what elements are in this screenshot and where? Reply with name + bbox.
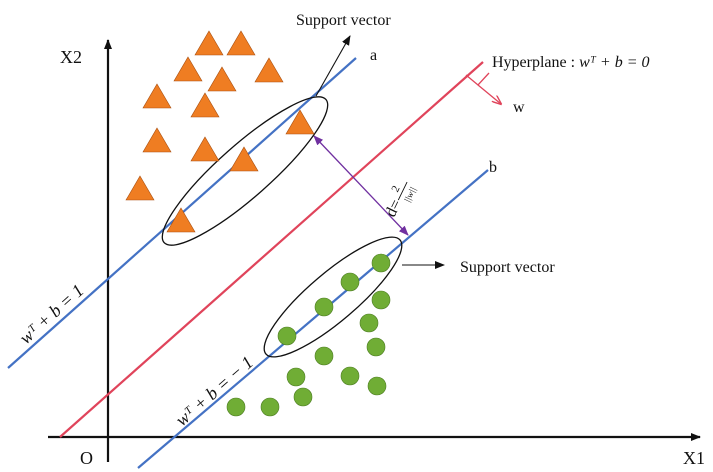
- triangle-point: [194, 30, 224, 56]
- callout-text-top: Support vector: [296, 12, 391, 29]
- triangle-points: [125, 30, 315, 233]
- triangle-point: [166, 207, 196, 233]
- normal-vector-label: w: [513, 99, 525, 116]
- circle-point: [366, 337, 386, 357]
- circle-point: [277, 326, 297, 346]
- circle-point: [367, 376, 387, 396]
- triangle-point: [226, 30, 256, 56]
- hyperplane-equation: wᵀ + b = 0: [579, 54, 649, 71]
- triangle-point: [229, 146, 259, 172]
- circle-point: [314, 297, 334, 317]
- lower-margin-equation: wᵀ + b = − 1: [172, 352, 258, 430]
- line-a-label: a: [370, 47, 377, 64]
- margin-distance-arrow: [313, 135, 409, 236]
- triangle-point: [254, 57, 284, 83]
- support-vector-ellipse-bottom: [263, 236, 403, 358]
- circle-points: [226, 253, 391, 417]
- margin-numerator: 2: [389, 184, 402, 194]
- margin-line-lower: [137, 169, 489, 469]
- hyperplane-line: [59, 61, 484, 438]
- circle-point: [371, 253, 391, 273]
- y-axis-label: X2: [60, 47, 82, 67]
- normal-vector-arrow: [477, 84, 501, 104]
- margin-formula: d= 2 ||w||: [382, 181, 418, 220]
- triangle-point: [285, 109, 315, 135]
- circle-point: [340, 272, 360, 292]
- callout-arrow-top: [315, 35, 351, 97]
- origin-label: O: [80, 448, 93, 468]
- upper-margin-equation: wᵀ + b = 1: [15, 280, 87, 348]
- margin-prefix: d=: [382, 197, 405, 220]
- triangle-point: [190, 92, 220, 118]
- triangle-point: [142, 127, 172, 153]
- circle-point: [359, 313, 379, 333]
- triangle-point: [207, 66, 237, 92]
- circle-point: [293, 387, 313, 407]
- circle-point: [226, 397, 246, 417]
- circle-point: [314, 346, 334, 366]
- support-vector-ellipse-top: [161, 96, 329, 246]
- hyperplane-text: Hyperplane :: [492, 54, 579, 71]
- hyperplane-label: Hyperplane : wᵀ + b = 0: [492, 54, 650, 71]
- line-b-label: b: [489, 159, 497, 176]
- callout-text-bottom: Support vector: [460, 259, 555, 276]
- circle-point: [260, 397, 280, 417]
- circle-point: [371, 290, 391, 310]
- triangle-point: [173, 56, 203, 82]
- triangle-point: [125, 175, 155, 201]
- triangle-point: [142, 83, 172, 109]
- circle-point: [286, 367, 306, 387]
- x-axis-label: X1: [683, 448, 705, 468]
- circle-point: [340, 366, 360, 386]
- triangle-point: [190, 136, 220, 162]
- fraction-bar: [397, 181, 408, 201]
